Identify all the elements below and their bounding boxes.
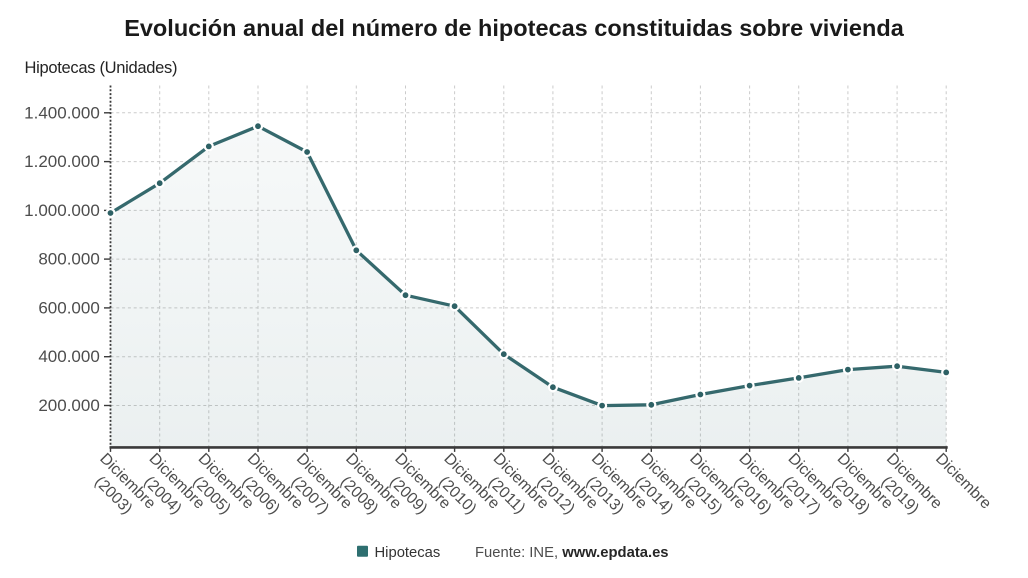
svg-text:1.000.000: 1.000.000 bbox=[24, 201, 100, 220]
svg-text:Fuente: INE, www.epdata.es: Fuente: INE, www.epdata.es bbox=[475, 545, 669, 561]
svg-text:1.400.000: 1.400.000 bbox=[24, 103, 100, 122]
svg-text:Hipotecas (Unidades): Hipotecas (Unidades) bbox=[25, 59, 178, 77]
svg-text:Hipotecas: Hipotecas bbox=[375, 545, 441, 561]
svg-text:400.000: 400.000 bbox=[38, 347, 99, 366]
svg-text:200.000: 200.000 bbox=[38, 396, 99, 415]
svg-text:800.000: 800.000 bbox=[38, 250, 99, 269]
svg-text:600.000: 600.000 bbox=[38, 298, 99, 317]
svg-text:Evolución anual del número de: Evolución anual del número de hipotecas … bbox=[124, 15, 905, 41]
svg-text:1.200.000: 1.200.000 bbox=[24, 152, 100, 171]
